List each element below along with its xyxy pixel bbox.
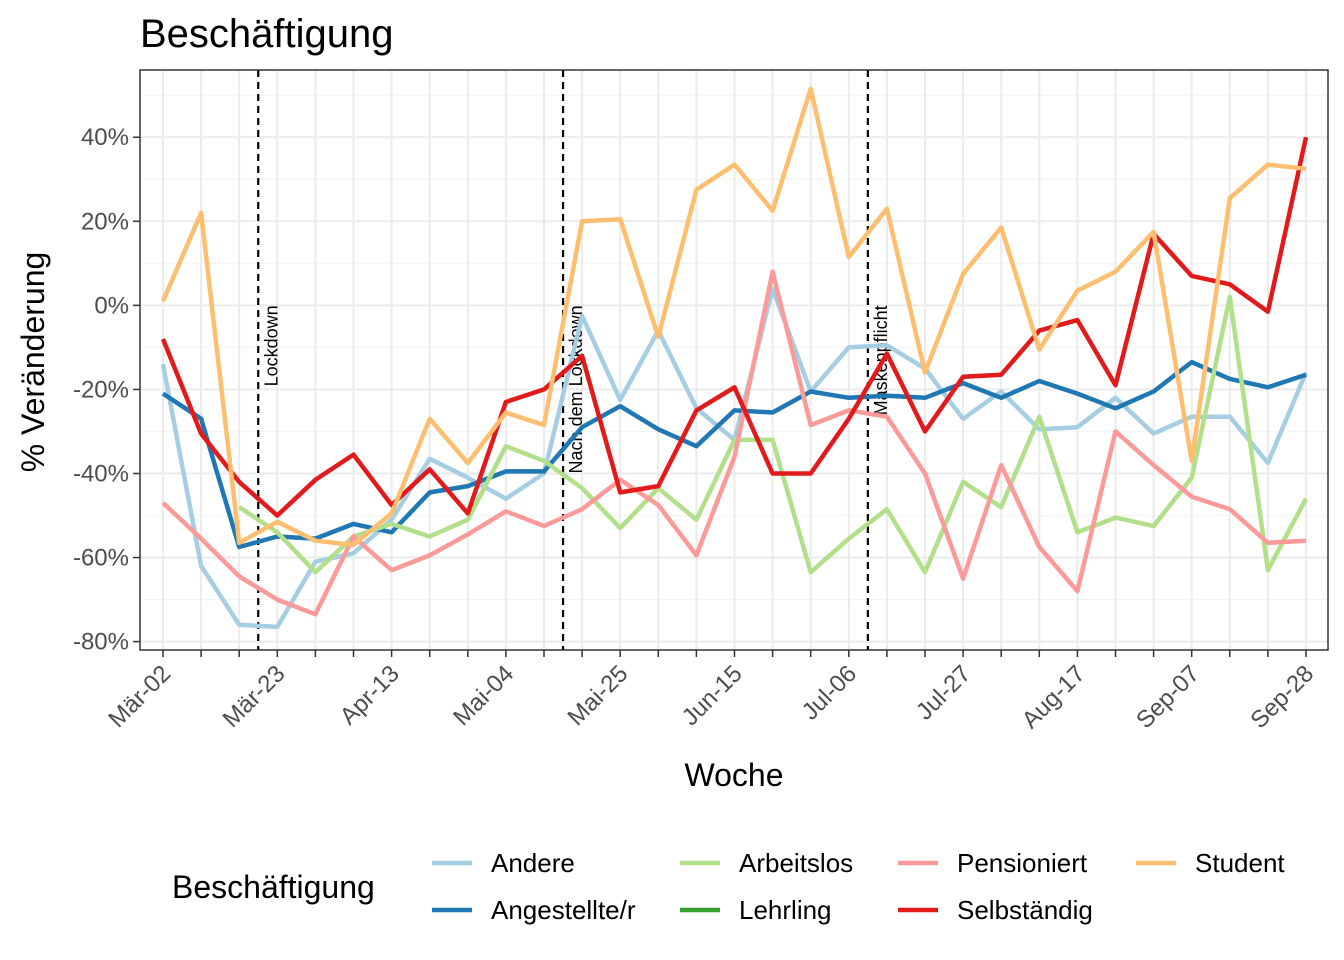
legend-label: Angestellte/r [491, 895, 636, 925]
legend-label: Lehrling [739, 895, 832, 925]
x-tick-label: Mär-02 [103, 660, 176, 733]
legend-label: Student [1195, 848, 1285, 878]
y-axis: -80% -60% -40% -20% 0% 20% 40% [73, 124, 140, 656]
event-label: Lockdown [261, 305, 281, 386]
x-tick-label: Aug-17 [1017, 660, 1091, 734]
y-axis-title: % Veränderung [15, 252, 51, 473]
legend: Beschäftigung Andere Angestellte/r Arbeits… [172, 848, 1285, 925]
y-tick-label: -20% [73, 376, 129, 403]
event-label: Nach dem Lockdown [566, 305, 586, 473]
legend-label: Arbeitslos [739, 848, 853, 878]
x-tick-label: Jul-27 [911, 660, 976, 725]
legend-items: Andere Angestellte/r Arbeitslos Lehrling Pen… [432, 848, 1285, 925]
legend-item: Pensioniert [898, 848, 1088, 878]
x-tick-label: Jul-06 [797, 660, 862, 725]
legend-item: Student [1136, 848, 1285, 878]
legend-title: Beschäftigung [172, 869, 375, 905]
chart-title: Beschäftigung [140, 12, 394, 56]
x-tick-label: Sep-07 [1131, 660, 1205, 734]
event-markers: Lockdown Nach dem Lockdown Maskenpflicht [257, 70, 891, 650]
y-tick-label: 0% [94, 292, 129, 319]
x-tick-label: Apr-13 [335, 660, 405, 730]
series-lines [160, 86, 1309, 630]
series-line [161, 359, 1307, 550]
legend-item: Andere [432, 848, 575, 878]
legend-label: Andere [491, 848, 575, 878]
legend-label: Pensioniert [957, 848, 1088, 878]
legend-label: Selbständig [957, 895, 1093, 925]
y-tick-label: 40% [81, 124, 129, 151]
x-tick-label: Sep-28 [1245, 660, 1319, 734]
x-axis-title: Woche [684, 757, 783, 793]
legend-item: Arbeitslos [680, 848, 853, 878]
y-tick-label: -80% [73, 629, 129, 656]
series-line [160, 86, 1307, 548]
x-tick-label: Mai-04 [448, 660, 519, 731]
x-tick-label: Mai-25 [562, 660, 633, 731]
series-line [237, 294, 1308, 575]
legend-item: Selbständig [898, 895, 1093, 925]
x-tick-label: Jun-15 [677, 660, 748, 731]
legend-item: Lehrling [680, 895, 832, 925]
x-tick-label: Mär-23 [218, 660, 291, 733]
y-tick-label: -60% [73, 545, 129, 572]
series-line [161, 269, 1307, 617]
y-tick-label: 20% [81, 208, 129, 235]
x-axis: Mär-02 Mär-23 Apr-13 Mai-04 Mai-25 Jun-15 Jul-… [103, 650, 1319, 734]
y-tick-label: -40% [73, 460, 129, 487]
series-line [160, 136, 1309, 518]
legend-item: Angestellte/r [432, 895, 636, 925]
